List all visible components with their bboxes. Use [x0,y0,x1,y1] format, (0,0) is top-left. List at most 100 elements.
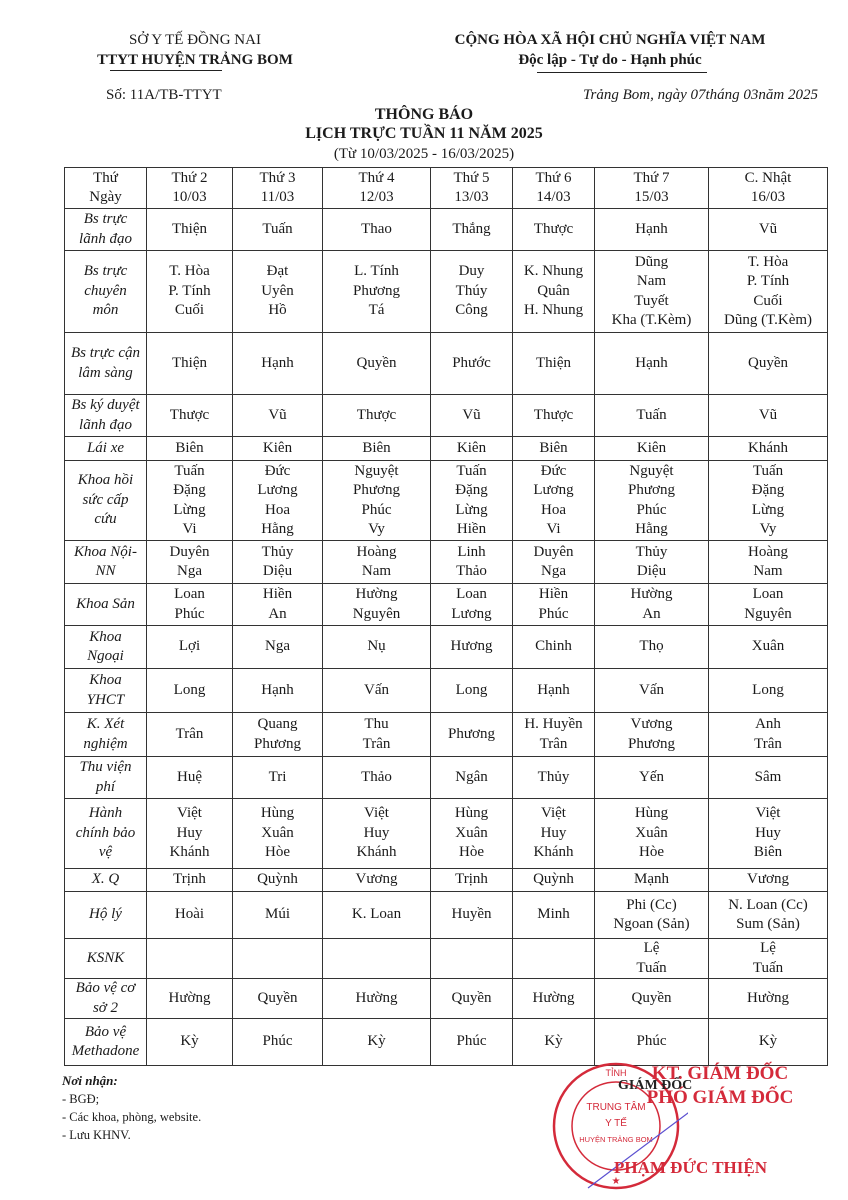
table-row: KSNK Lệ Tuấn Lệ Tuấn [64,938,828,979]
duty-cell: Sâm [708,756,828,799]
duty-cell: Lợi [146,625,233,669]
row-label: Khoa Nội- NN [64,540,147,584]
parent-organization: SỞ Y TẾ ĐỒNG NAI [129,32,261,48]
duty-cell: Quang Phương [232,712,323,757]
duty-cell: Hạnh [512,668,595,713]
row-label: Khoa Ngoại [64,625,147,669]
duty-cell: Yến [594,756,709,799]
duty-cell: Phúc [430,1018,513,1066]
day-header: Thứ 7 15/03 [594,167,709,209]
duty-cell: Dũng Nam Tuyết Kha (T.Kèm) [594,250,709,333]
duty-cell [146,938,233,979]
director-label: GIÁM ĐỐC [618,1078,693,1093]
row-label: KSNK [64,938,147,979]
document-number: Số: 11A/TB-TTYT [106,87,222,103]
duty-cell [322,938,431,979]
duty-cell: Hoàng Nam [322,540,431,584]
duty-cell: Phúc [232,1018,323,1066]
duty-cell: Biên [322,436,431,461]
row-label: Hộ lý [64,891,147,939]
duty-cell: Hường [512,978,595,1019]
duty-cell: Đức Lương Hoa Hằng [232,460,323,541]
issuing-organization: SỞ Y TẾ ĐỒNG NAI TTYT HUYỆN TRẢNG BOM [60,30,330,70]
day-header: Thứ 5 13/03 [430,167,513,209]
doc-subtitle: LỊCH TRỰC TUẦN 11 NĂM 2025 [305,125,543,142]
duty-cell: Hạnh [232,332,323,395]
duty-cell: Long [146,668,233,713]
divider [110,70,222,71]
signature-line2: PHÓ GIÁM ĐỐC [646,1087,794,1108]
duty-cell: K. Loan [322,891,431,939]
svg-text:TRUNG TÂM: TRUNG TÂM [586,1100,645,1113]
day-header: Thứ 4 12/03 [322,167,431,209]
duty-cell: Trân [146,712,233,757]
duty-cell: Vương [708,868,828,892]
organization-name: TTYT HUYỆN TRẢNG BOM [97,52,293,68]
duty-cell: Lệ Tuấn [594,938,709,979]
row-label: X. Q [64,868,147,892]
duty-cell: Thủy Diệu [594,540,709,584]
table-row: Khoa YHCT Long Hạnh Vấn Long Hạnh Vấn Long [64,668,828,713]
duty-cell: Vương Phương [594,712,709,757]
duty-cell: Duyên Nga [512,540,595,584]
motto: Độc lập - Tự do - Hạnh phúc [518,52,702,68]
row-label: Khoa Sản [64,583,147,626]
duty-cell: Thiện [146,332,233,395]
signer-name: PHẠM ĐỨC THIỆN [614,1158,767,1177]
duty-cell: Tuấn Đặng Lừng Hiền [430,460,513,541]
table-row: Bs trực lãnh đạo Thiện Tuấn Thao Thắng Thược H… [64,208,828,251]
table-row: Khoa Ngoại Lợi Nga Nụ Hương Chinh Thọ Xuân [64,625,828,669]
duty-cell: Hùng Xuân Hòe [594,798,709,869]
duty-cell: Duy Thúy Công [430,250,513,333]
national-heading: CỘNG HÒA XÃ HỘI CHỦ NGHĨA VIỆT NAM Độc l… [400,30,820,70]
row-label: Thu viện phí [64,756,147,799]
recipient-item: - Các khoa, phòng, website. [62,1110,202,1124]
duty-cell: Hạnh [594,208,709,251]
duty-cell: Hiền Phúc [512,583,595,626]
table-row: Bảo vệ Methadone Kỳ Phúc Kỳ Phúc Kỳ Phúc Kỳ [64,1018,828,1066]
row-label: Bảo vệ cơ sở 2 [64,978,147,1019]
duty-cell: T. Hòa P. Tính Cuối Dũng (T.Kèm) [708,250,828,333]
date-range: (Từ 10/03/2025 - 16/03/2025) [333,146,515,162]
duty-cell: Biên [512,436,595,461]
table-row: Bảo vệ cơ sở 2 Hường Quyền Hường Quyền Hường Q… [64,978,828,1019]
duty-cell: Đạt Uyên Hồ [232,250,323,333]
duty-cell: Thược [146,394,233,437]
duty-cell: Long [708,668,828,713]
duty-cell: Thủy [512,756,595,799]
table-row: Hành chính bảo vệ Việt Huy Khánh Hùng Xuân… [64,798,828,869]
duty-cell: Trịnh [430,868,513,892]
duty-cell: Tuấn Đặng Lừng Vy [708,460,828,541]
day-header: Thứ 3 11/03 [232,167,323,209]
duty-cell: Quỳnh [512,868,595,892]
duty-cell: Thu Trân [322,712,431,757]
corner-header: Thứ Ngày [64,167,147,209]
duty-cell: Vũ [232,394,323,437]
row-label: Khoa hồi sức cấp cứu [64,460,147,541]
row-label: K. Xét nghiệm [64,712,147,757]
duty-cell: Việt Huy Khánh [146,798,233,869]
divider [537,72,707,73]
duty-cell: Thược [512,208,595,251]
duty-cell: Hiền An [232,583,323,626]
table-row: K. Xét nghiệm Trân Quang Phương Thu Trân Phư… [64,712,828,757]
svg-text:TỈNH: TỈNH [606,1067,627,1078]
duty-cell: Nguyệt Phương Phúc Vy [322,460,431,541]
duty-cell: Hường An [594,583,709,626]
duty-cell: Đức Lương Hoa Vi [512,460,595,541]
duty-cell: Thủy Diệu [232,540,323,584]
duty-cell: Vũ [708,394,828,437]
duty-cell: Việt Huy Khánh [322,798,431,869]
duty-cell: Phước [430,332,513,395]
duty-cell: Kiên [430,436,513,461]
duty-cell: Loan Nguyên [708,583,828,626]
svg-text:★: ★ [612,1176,621,1187]
duty-cell: Tuấn [232,208,323,251]
row-label: Hành chính bảo vệ [64,798,147,869]
signature-line1: KT. GIÁM ĐỐC [651,1063,789,1084]
duty-cell: Kỳ [708,1018,828,1066]
table-row: Bs ký duyệt lãnh đạo Thược Vũ Thược Vũ Thược T… [64,394,828,437]
table-row: Hộ lý Hoài Múi K. Loan Huyền Minh Phi (Cc) Ngo… [64,891,828,939]
duty-cell: Hường [708,978,828,1019]
duty-cell: Thiện [512,332,595,395]
